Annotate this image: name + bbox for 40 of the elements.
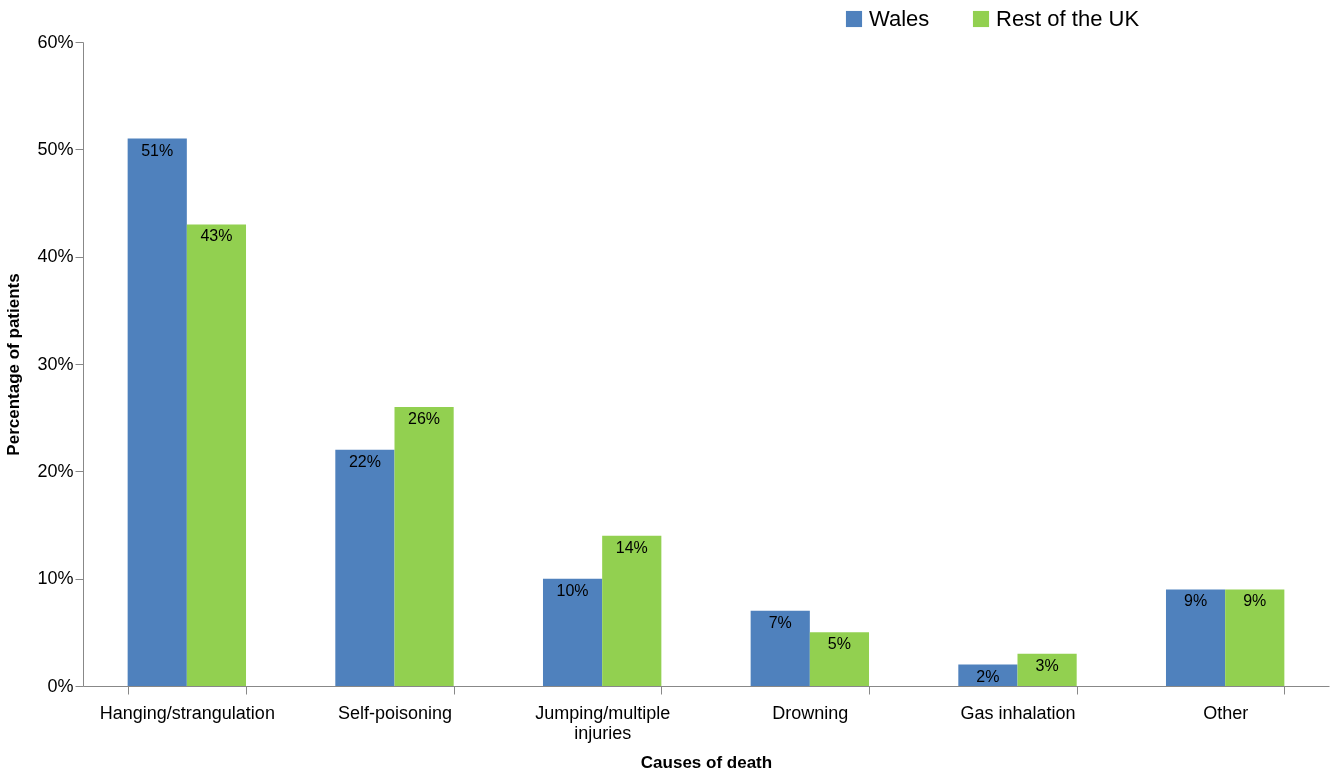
bar [1165,589,1226,686]
y-tick-label: 40% [37,246,74,267]
bar [335,449,395,686]
x-tick-label: Gas inhalation [960,702,1076,723]
data-label: 43% [200,227,233,245]
y-tick-label: 0% [47,675,74,696]
data-label: 51% [141,141,174,159]
bar [1017,653,1077,686]
legend-label: Wales [869,6,930,31]
data-label: 3% [1035,656,1059,674]
x-tick-label: Self-poisoning [337,702,453,723]
bar [809,632,870,686]
bar [542,578,603,686]
data-label: 7% [768,613,792,631]
x-tick-label: Drowning [772,702,849,723]
x-tick-label: Other [1203,702,1249,723]
y-tick-label: 20% [37,460,74,481]
x-tick-label: Jumping/multiple injuries [535,702,671,743]
bar [750,610,810,686]
data-label: 10% [556,581,589,599]
data-label: 9% [1184,592,1208,610]
y-tick-label: 50% [37,138,74,159]
data-label: 14% [615,538,648,556]
bar [127,138,187,686]
x-axis-title: Causes of death [640,752,773,772]
y-tick-label: 10% [37,568,74,589]
bar [602,535,662,686]
x-tick-label: Hanging/strangulation [99,702,275,723]
data-label: 5% [827,635,851,653]
data-label: 22% [348,452,381,470]
data-label: 2% [976,667,1000,685]
bar [1225,589,1285,686]
data-label: 26% [408,409,441,427]
y-tick-label: 60% [37,31,74,52]
y-tick-label: 30% [37,353,74,374]
data-label: 9% [1243,592,1267,610]
legend-label: Rest of the UK [996,6,1140,31]
bar [186,224,247,686]
y-axis-title: Percentage of patients [4,273,24,456]
bar [394,406,454,686]
